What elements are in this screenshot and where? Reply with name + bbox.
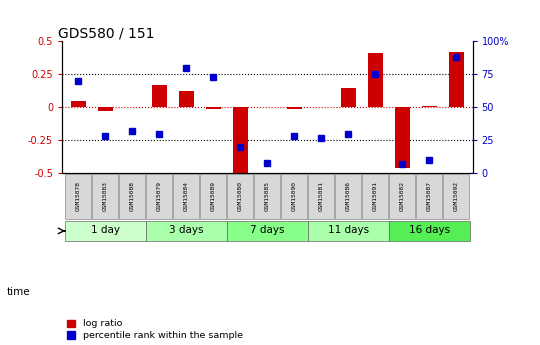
Text: GSM15080: GSM15080 xyxy=(238,181,243,211)
FancyBboxPatch shape xyxy=(146,221,227,241)
Text: GSM15090: GSM15090 xyxy=(292,181,297,211)
Text: GSM15092: GSM15092 xyxy=(454,181,459,211)
FancyBboxPatch shape xyxy=(227,174,253,219)
Text: GSM15078: GSM15078 xyxy=(76,181,81,211)
Bar xyxy=(368,53,383,107)
Legend: log ratio, percentile rank within the sample: log ratio, percentile rank within the sa… xyxy=(67,319,243,340)
FancyBboxPatch shape xyxy=(65,174,91,219)
FancyBboxPatch shape xyxy=(416,174,442,219)
Text: GSM15086: GSM15086 xyxy=(346,181,351,211)
Text: 11 days: 11 days xyxy=(328,226,369,236)
FancyBboxPatch shape xyxy=(443,174,469,219)
FancyBboxPatch shape xyxy=(200,174,226,219)
Text: GSM15089: GSM15089 xyxy=(211,181,216,211)
FancyBboxPatch shape xyxy=(254,174,280,219)
FancyBboxPatch shape xyxy=(146,174,172,219)
Bar xyxy=(449,52,464,107)
Text: GDS580 / 151: GDS580 / 151 xyxy=(58,26,154,40)
FancyBboxPatch shape xyxy=(389,174,415,219)
Bar xyxy=(206,107,221,109)
Bar xyxy=(179,91,194,107)
Text: GSM15084: GSM15084 xyxy=(184,181,189,211)
Text: 16 days: 16 days xyxy=(409,226,450,236)
FancyBboxPatch shape xyxy=(281,174,307,219)
FancyBboxPatch shape xyxy=(119,174,145,219)
Bar xyxy=(152,85,167,107)
Bar xyxy=(341,88,356,107)
Text: GSM15091: GSM15091 xyxy=(373,181,378,211)
Bar xyxy=(422,106,437,107)
FancyBboxPatch shape xyxy=(92,174,118,219)
FancyBboxPatch shape xyxy=(362,174,388,219)
FancyBboxPatch shape xyxy=(173,174,199,219)
Text: GSM15087: GSM15087 xyxy=(427,181,432,211)
Text: 1 day: 1 day xyxy=(91,226,120,236)
Text: GSM15088: GSM15088 xyxy=(130,181,135,211)
Text: 3 days: 3 days xyxy=(169,226,204,236)
Text: GSM15079: GSM15079 xyxy=(157,181,162,211)
FancyBboxPatch shape xyxy=(335,174,361,219)
FancyBboxPatch shape xyxy=(308,174,334,219)
Text: GSM15081: GSM15081 xyxy=(319,181,324,211)
Text: time: time xyxy=(6,287,30,296)
Bar xyxy=(98,107,113,111)
Text: GSM15083: GSM15083 xyxy=(103,181,108,211)
Text: GSM15082: GSM15082 xyxy=(400,181,405,211)
Bar xyxy=(395,107,410,168)
Text: GSM15085: GSM15085 xyxy=(265,181,270,211)
Bar xyxy=(287,107,302,109)
FancyBboxPatch shape xyxy=(227,221,308,241)
FancyBboxPatch shape xyxy=(389,221,470,241)
FancyBboxPatch shape xyxy=(65,221,146,241)
Bar xyxy=(233,107,248,173)
FancyBboxPatch shape xyxy=(308,221,389,241)
Text: 7 days: 7 days xyxy=(250,226,285,236)
Bar xyxy=(71,101,86,107)
